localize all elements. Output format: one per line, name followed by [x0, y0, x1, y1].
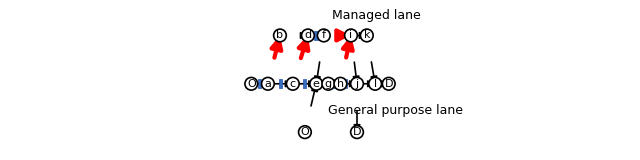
FancyBboxPatch shape: [314, 31, 317, 40]
Text: k: k: [364, 30, 370, 40]
Circle shape: [245, 77, 258, 90]
Circle shape: [369, 77, 381, 90]
FancyBboxPatch shape: [333, 79, 336, 88]
Text: D: D: [385, 79, 393, 89]
Text: b: b: [276, 30, 284, 40]
Text: O: O: [247, 79, 255, 89]
Text: d: d: [305, 30, 312, 40]
Circle shape: [287, 77, 299, 90]
Circle shape: [344, 29, 357, 42]
Circle shape: [301, 29, 314, 42]
Circle shape: [382, 77, 395, 90]
Text: f: f: [322, 30, 326, 40]
Text: i: i: [349, 30, 353, 40]
FancyBboxPatch shape: [278, 79, 282, 88]
Circle shape: [262, 77, 274, 90]
Circle shape: [274, 29, 286, 42]
FancyBboxPatch shape: [303, 79, 306, 88]
FancyBboxPatch shape: [258, 79, 261, 88]
Text: c: c: [290, 79, 296, 89]
Circle shape: [298, 126, 311, 138]
Text: Managed lane: Managed lane: [332, 9, 421, 22]
Circle shape: [317, 29, 330, 42]
Text: General purpose lane: General purpose lane: [328, 104, 463, 117]
Text: h: h: [337, 79, 344, 89]
Text: O: O: [301, 127, 309, 137]
Circle shape: [360, 29, 373, 42]
Circle shape: [351, 77, 364, 90]
Text: g: g: [324, 79, 332, 89]
Text: j: j: [355, 79, 358, 89]
Circle shape: [351, 126, 364, 138]
Circle shape: [334, 77, 347, 90]
Text: D: D: [353, 127, 361, 137]
Circle shape: [310, 77, 323, 90]
Circle shape: [322, 77, 335, 90]
Text: e: e: [313, 79, 319, 89]
Text: a: a: [264, 79, 271, 89]
FancyBboxPatch shape: [344, 79, 348, 88]
Text: l: l: [374, 79, 377, 89]
